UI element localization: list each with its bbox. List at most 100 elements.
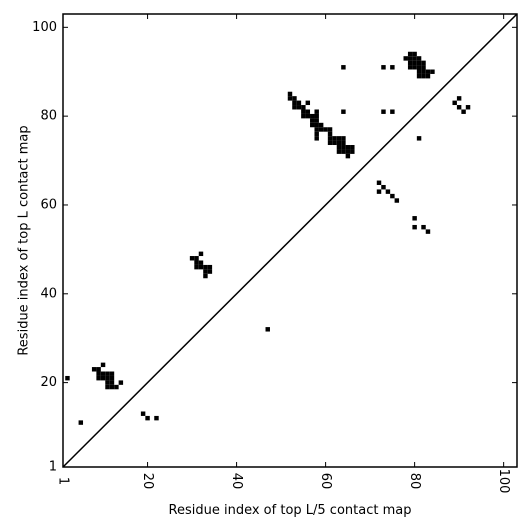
contact-point-upper	[296, 100, 302, 106]
contact-point-upper	[332, 136, 337, 141]
contact-point-lower	[154, 415, 159, 421]
y-tick-label: 1	[49, 460, 57, 475]
contact-point-upper	[296, 105, 302, 110]
contact-point-upper	[461, 109, 466, 114]
diagonal-line	[62, 13, 518, 468]
contact-point-upper	[345, 145, 351, 150]
contact-point-upper	[305, 113, 311, 119]
contact-point-upper	[390, 65, 395, 70]
contact-point-upper	[416, 69, 422, 74]
contact-point-upper	[350, 149, 355, 154]
contact-point-upper	[341, 65, 346, 70]
contact-point-lower	[109, 371, 115, 376]
contact-point-upper	[305, 109, 311, 114]
contact-point-upper	[385, 189, 391, 194]
contact-point-lower	[105, 371, 110, 376]
contact-point-lower	[65, 375, 70, 381]
contact-point-upper	[452, 100, 457, 106]
contact-point-upper	[207, 269, 213, 274]
contact-point-lower	[109, 375, 115, 381]
contact-point-lower	[105, 384, 110, 390]
contact-point-upper	[407, 60, 413, 66]
contact-point-upper	[301, 109, 306, 114]
contact-point-lower	[105, 375, 110, 381]
contact-point-upper	[310, 118, 315, 123]
contact-point-upper	[407, 51, 413, 57]
contact-point-upper	[416, 73, 422, 79]
x-tick-label: 40	[229, 473, 244, 490]
contact-point-lower	[118, 380, 124, 385]
contact-point-upper	[194, 256, 199, 261]
contact-point-upper	[198, 251, 204, 257]
contact-point-upper	[323, 127, 328, 132]
contact-point-upper	[341, 145, 346, 150]
contact-point-lower	[109, 380, 115, 385]
contact-point-upper	[412, 56, 417, 61]
contact-point-upper	[287, 91, 293, 97]
contact-point-upper	[194, 264, 199, 270]
contact-point-upper	[403, 56, 408, 61]
contact-point-upper	[310, 122, 315, 128]
contact-point-lower	[140, 411, 146, 416]
contact-point-upper	[265, 327, 270, 332]
contact-point-lower	[100, 375, 106, 381]
y-tick-label: 100	[32, 20, 57, 35]
contact-point-lower	[100, 371, 106, 376]
contact-point-upper	[416, 136, 422, 141]
contact-point-upper	[394, 198, 400, 203]
contact-point-upper	[207, 264, 213, 270]
contact-point-upper	[412, 216, 417, 221]
contact-point-upper	[292, 96, 297, 101]
contact-point-upper	[327, 131, 333, 137]
contact-point-upper	[292, 100, 297, 106]
x-axis-label: Residue index of top L/5 contact map	[169, 503, 412, 518]
contact-point-upper	[407, 65, 413, 70]
contact-point-upper	[456, 105, 462, 110]
contact-point-upper	[327, 127, 333, 132]
contact-point-lower	[109, 384, 115, 390]
contact-points	[65, 51, 471, 425]
contact-point-upper	[287, 96, 293, 101]
contact-point-upper	[203, 273, 208, 279]
contact-point-upper	[301, 105, 306, 110]
plot-frame	[62, 13, 518, 468]
contact-point-lower	[114, 384, 119, 390]
y-tick-label: 40	[40, 286, 57, 301]
contact-point-upper	[412, 65, 417, 70]
contact-point-upper	[336, 149, 342, 154]
contact-point-upper	[314, 118, 319, 123]
y-tick-label: 80	[40, 109, 57, 124]
contact-point-upper	[301, 113, 306, 119]
contact-point-lower	[145, 415, 150, 421]
contact-point-upper	[341, 109, 346, 114]
contact-point-upper	[425, 69, 431, 74]
contact-point-upper	[318, 127, 324, 132]
contact-point-upper	[345, 149, 351, 154]
contact-point-upper	[198, 260, 204, 265]
contact-point-lower	[96, 367, 101, 372]
contact-point-upper	[332, 140, 337, 146]
contact-point-upper	[341, 136, 346, 141]
contact-point-upper	[327, 140, 333, 146]
contact-point-upper	[421, 65, 426, 70]
contact-point-upper	[456, 96, 462, 101]
contact-point-lower	[96, 371, 101, 376]
x-tick-label: 80	[407, 473, 422, 490]
contact-point-upper	[318, 122, 324, 128]
contact-point-upper	[336, 140, 342, 146]
contact-point-upper	[465, 105, 471, 110]
x-tick-label: 100	[496, 469, 511, 494]
y-tick-label: 20	[40, 375, 57, 390]
contact-point-upper	[341, 149, 346, 154]
contact-point-lower	[78, 420, 84, 425]
contact-point-upper	[314, 109, 319, 114]
contact-point-upper	[425, 229, 431, 234]
contact-point-upper	[310, 113, 315, 119]
contact-point-upper	[198, 264, 204, 270]
contact-point-upper	[381, 184, 386, 190]
contact-point-upper	[407, 56, 413, 61]
contact-point-upper	[412, 60, 417, 66]
contact-point-upper	[421, 69, 426, 74]
